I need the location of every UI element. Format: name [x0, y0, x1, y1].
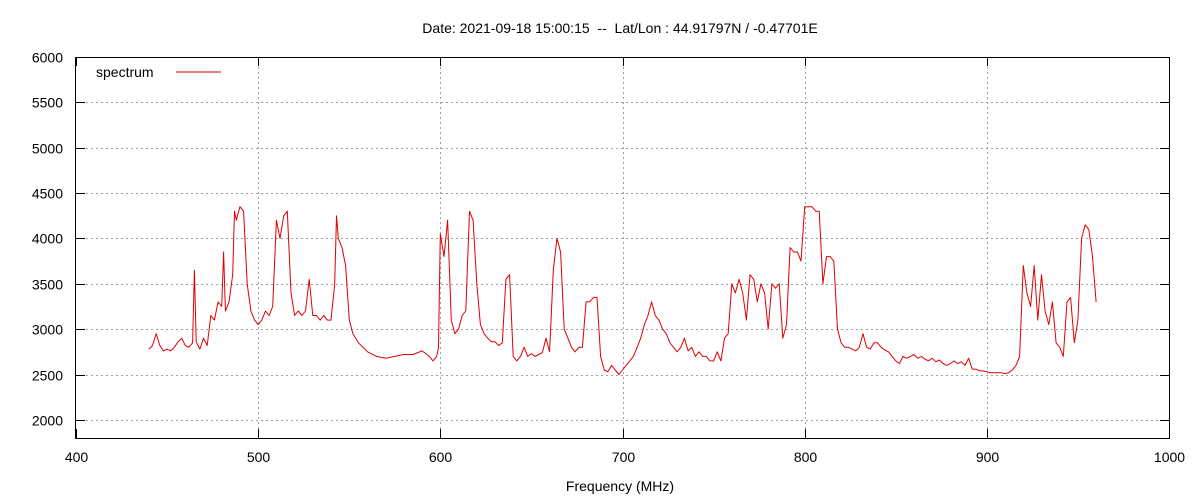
y-tick-label: 4500: [32, 186, 63, 202]
x-axis-ticks: 400 500 600 700 800 900 1000: [65, 57, 1185, 465]
chart-title: Date: 2021-09-18 15:00:15 -- Lat/Lon : 4…: [422, 20, 817, 36]
x-tick-label: 500: [247, 449, 271, 465]
spectrum-series-line: [148, 206, 1097, 375]
x-tick-label: 600: [429, 449, 453, 465]
y-tick-label: 2500: [32, 368, 63, 384]
y-tick-label: 6000: [32, 50, 63, 66]
y-axis-ticks: 2000 2500 3000 3500 4000 4500 5000 5500 6000: [32, 50, 1169, 429]
x-tick-label: 700: [612, 449, 636, 465]
legend-label-spectrum: spectrum: [96, 64, 154, 80]
y-tick-label: 2000: [32, 413, 63, 429]
y-tick-label: 4000: [32, 231, 63, 247]
y-tick-label: 3000: [32, 322, 63, 338]
grid-lines: [76, 57, 1169, 438]
y-tick-label: 5500: [32, 95, 63, 111]
y-tick-label: 3500: [32, 277, 63, 293]
legend: spectrum: [96, 64, 221, 80]
plot-frame: [75, 57, 1170, 439]
x-axis-label: Frequency (MHz): [566, 478, 674, 494]
x-tick-label: 400: [65, 449, 89, 465]
y-tick-label: 5000: [32, 141, 63, 157]
x-tick-label: 900: [976, 449, 1000, 465]
x-tick-label: 800: [794, 449, 818, 465]
x-tick-label: 1000: [1154, 449, 1185, 465]
